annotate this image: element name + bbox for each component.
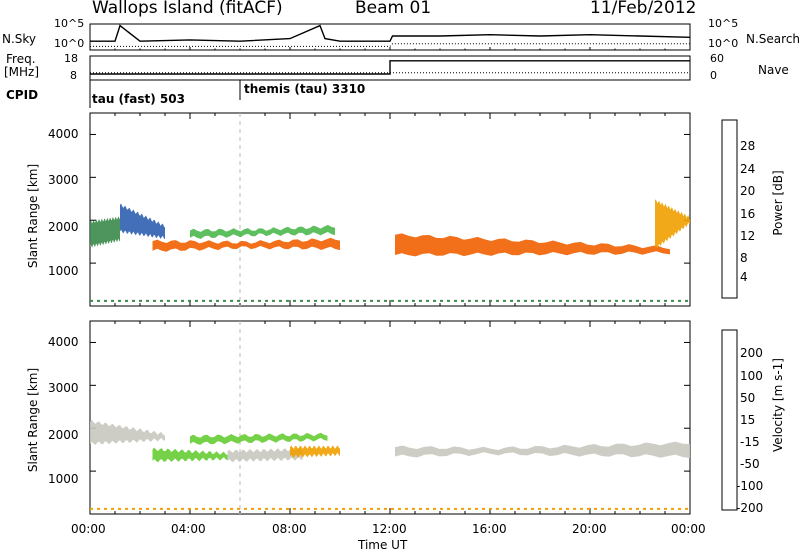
- freq-tick-bottom: 8: [70, 69, 77, 82]
- nsky-tick-bottom: 10^0: [54, 37, 85, 50]
- velocity-ytick-3000: 3000: [48, 381, 79, 395]
- freq-tick-top: 18: [64, 52, 78, 65]
- power-cbar-tick-8: 8: [740, 251, 748, 265]
- power-cbar-tick-28: 28: [740, 139, 756, 153]
- power-cbar-tick-24: 24: [740, 162, 756, 176]
- power-echo-band-3: [190, 224, 335, 239]
- beam-title: Beam 01: [355, 0, 432, 18]
- xtick-3: 12:00: [372, 522, 407, 536]
- freq-panel-frame: [89, 55, 691, 81]
- velocity-ytick-4000: 4000: [48, 335, 79, 349]
- power-ylabel: Slant Range [km]: [26, 163, 40, 269]
- xtick-4: 16:00: [472, 522, 507, 536]
- nave-tick-top: 60: [710, 52, 724, 65]
- power-cbar-tick-4: 4: [740, 270, 748, 284]
- velocity-cbar-label: Velocity [m s-1]: [771, 358, 785, 452]
- power-colorbar-frame: [721, 119, 738, 299]
- velocity-echo-band-3: [290, 445, 340, 458]
- power-echo-band-0: [90, 216, 120, 248]
- velocity-cbar-tick-15: 15: [740, 413, 756, 427]
- x-axis-label: Time UT: [358, 538, 408, 552]
- velocity-ylabel: Slant Range [km]: [26, 367, 40, 473]
- freq-label: Freq.: [6, 52, 36, 66]
- power-ytick-2000: 2000: [48, 220, 79, 234]
- nsearch-label: N.Search: [746, 32, 800, 46]
- velocity-cbar-tick-minus50: -50: [740, 457, 760, 471]
- xtick-2: 08:00: [272, 522, 307, 536]
- velocity-cbar-tick-minus100: -100: [736, 479, 764, 493]
- freq-unit-label: [MHz]: [4, 65, 40, 79]
- power-echo-band-1: [120, 203, 165, 240]
- cpid-label: CPID: [6, 88, 39, 102]
- station-title: Wallops Island (fitACF): [92, 0, 283, 18]
- velocity-echo-band-0: [90, 420, 165, 445]
- power-echo-band-5: [655, 199, 690, 249]
- power-ytick-1000: 1000: [48, 264, 79, 278]
- velocity-colorbar-frame: [721, 329, 738, 511]
- freq-series-0: [90, 60, 690, 75]
- velocity-cbar-tick-100: 100: [740, 369, 763, 383]
- nsky-tick-top: 10^5: [54, 17, 85, 30]
- velocity-echo-band-4: [190, 432, 328, 445]
- velocity-cbar-tick-50: 50: [740, 391, 756, 405]
- velocity-echo-band-2: [227, 447, 303, 463]
- power-cbar-tick-12: 12: [740, 229, 756, 243]
- velocity-panel-frame: [89, 320, 691, 515]
- xtick-0: 00:00: [71, 522, 106, 536]
- velocity-echo-band-5: [395, 441, 690, 459]
- velocity-ytick-2000: 2000: [48, 428, 79, 442]
- velocity-echo-band-1: [152, 447, 228, 463]
- velocity-cbar-tick-200: 200: [740, 346, 763, 360]
- velocity-cbar-tick-minus200: -200: [736, 501, 764, 515]
- xtick-5: 20:00: [572, 522, 607, 536]
- nsky-label: N.Sky: [2, 32, 37, 46]
- noise-series-1: [90, 43, 690, 47]
- nsearch-tick-top: 10^5: [708, 17, 739, 30]
- nsearch-tick-bottom: 10^0: [708, 37, 739, 50]
- velocity-ytick-1000: 1000: [48, 472, 79, 486]
- velocity-cbar-tick-minus15: -15: [740, 435, 760, 449]
- power-ytick-3000: 3000: [48, 173, 79, 187]
- power-cbar-tick-20: 20: [740, 184, 756, 198]
- nave-label: Nave: [758, 63, 789, 77]
- power-ytick-4000: 4000: [48, 127, 79, 141]
- cpid-segment-1-label: tau (fast) 503: [92, 92, 185, 106]
- nave-tick-bottom: 0: [710, 69, 717, 82]
- power-cbar-tick-16: 16: [740, 207, 756, 221]
- noise-series-0: [90, 24, 691, 42]
- xtick-6: 00:00: [671, 522, 706, 536]
- power-echo-band-2: [152, 237, 340, 252]
- cpid-segment-2-label: themis (tau) 3310: [244, 82, 366, 96]
- power-echo-band-4: [395, 233, 670, 257]
- xtick-1: 04:00: [171, 522, 206, 536]
- power-cbar-label: Power [dB]: [771, 170, 785, 236]
- date-title: 11/Feb/2012: [590, 0, 697, 18]
- power-panel-frame: [89, 112, 691, 307]
